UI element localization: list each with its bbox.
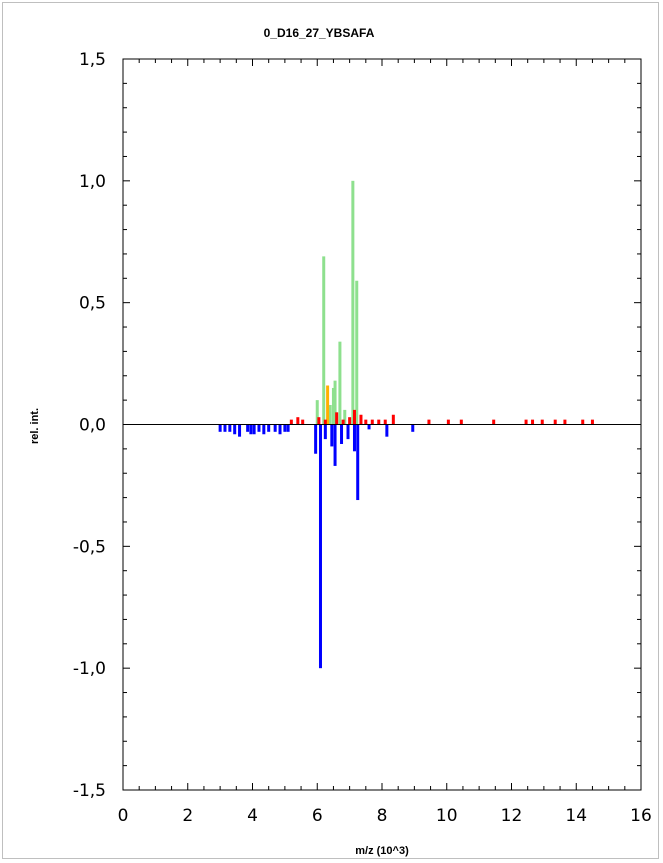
bar-red-1 bbox=[296, 417, 300, 425]
y-axis-label: rel. int. bbox=[29, 408, 41, 444]
bar-blue-17 bbox=[323, 424, 327, 440]
bar-red-5 bbox=[335, 412, 339, 425]
mass-spectrum-chart: 0_D16_27_YBSAFA rel. int. m/z (10^3) 0 2 4… bbox=[29, 26, 652, 857]
bar-blue-11 bbox=[273, 424, 277, 432]
bar-green-0 bbox=[315, 400, 319, 425]
bar-orange-0 bbox=[326, 385, 330, 425]
bar-blue-18 bbox=[330, 424, 334, 447]
bar-blue-20 bbox=[340, 424, 344, 444]
bar-blue-0 bbox=[218, 424, 222, 432]
bar-green-5 bbox=[338, 341, 342, 425]
bar-red-18 bbox=[492, 419, 496, 425]
bar-blue-8 bbox=[257, 424, 261, 432]
bar-red-10 bbox=[364, 419, 368, 425]
x-tick-label: 12 bbox=[501, 806, 523, 826]
bar-red-8 bbox=[352, 409, 356, 425]
bar-red-14 bbox=[391, 414, 395, 425]
x-axis-label: m/z (10^3) bbox=[355, 845, 409, 857]
bar-blue-16 bbox=[318, 424, 322, 669]
bar-red-25 bbox=[590, 419, 594, 425]
x-tick-label: 14 bbox=[565, 806, 587, 826]
bar-blue-14 bbox=[286, 424, 290, 432]
bar-blue-22 bbox=[352, 424, 356, 452]
bar-red-24 bbox=[581, 419, 585, 425]
bar-blue-5 bbox=[246, 424, 250, 432]
y-tick-label: 1,5 bbox=[79, 50, 106, 70]
bar-red-21 bbox=[540, 419, 544, 425]
bar-red-7 bbox=[348, 417, 352, 425]
bar-red-0 bbox=[289, 419, 293, 425]
y-tick-label: 0,0 bbox=[79, 416, 106, 436]
bar-red-9 bbox=[359, 414, 363, 425]
bar-blue-10 bbox=[267, 424, 271, 432]
bar-blue-13 bbox=[283, 424, 287, 432]
bar-green-8 bbox=[355, 280, 359, 425]
bar-green-2 bbox=[328, 405, 332, 425]
y-tick-label: 1,0 bbox=[79, 172, 106, 192]
bar-blue-15 bbox=[314, 424, 318, 454]
x-tick-label: 4 bbox=[247, 806, 258, 826]
bar-blue-12 bbox=[278, 424, 282, 435]
bar-blue-1 bbox=[223, 424, 227, 432]
bar-green-4 bbox=[333, 380, 337, 425]
bar-red-3 bbox=[317, 417, 321, 425]
x-tick-label: 10 bbox=[436, 806, 458, 826]
bar-blue-3 bbox=[233, 424, 237, 435]
bar-red-11 bbox=[370, 419, 374, 425]
bar-red-4 bbox=[323, 419, 327, 425]
x-tick-label: 6 bbox=[312, 806, 323, 826]
chart-title: 0_D16_27_YBSAFA bbox=[264, 26, 375, 40]
bar-red-2 bbox=[301, 419, 305, 425]
y-tick-label: -1,0 bbox=[73, 659, 106, 679]
bar-blue-4 bbox=[238, 424, 242, 437]
y-tick-label: 0,5 bbox=[79, 294, 106, 314]
bar-blue-7 bbox=[252, 424, 256, 435]
bar-red-12 bbox=[377, 419, 381, 425]
x-tick-label: 0 bbox=[118, 806, 129, 826]
bar-blue-19 bbox=[333, 424, 337, 466]
bar-red-23 bbox=[563, 419, 567, 425]
bar-red-16 bbox=[446, 419, 450, 425]
bar-green-7 bbox=[351, 180, 355, 425]
bar-marks bbox=[123, 180, 641, 669]
bar-green-1 bbox=[322, 256, 326, 425]
x-tick-label: 8 bbox=[377, 806, 388, 826]
bar-blue-6 bbox=[249, 424, 253, 435]
bar-blue-23 bbox=[356, 424, 360, 501]
y-tick-label: -1,5 bbox=[73, 781, 106, 801]
axis-ticks: 0 2 4 6 8 10 12 14 16 1,5 1,0 0,5 0,0 -0,5 -1,0 -1,5 bbox=[73, 50, 652, 826]
bar-red-6 bbox=[341, 419, 345, 425]
bar-blue-2 bbox=[228, 424, 232, 432]
bar-red-17 bbox=[459, 419, 463, 425]
bar-red-20 bbox=[531, 419, 535, 425]
bar-red-15 bbox=[427, 419, 431, 425]
bar-blue-24 bbox=[367, 424, 371, 430]
bar-blue-26 bbox=[411, 424, 415, 432]
bar-red-13 bbox=[383, 419, 387, 425]
bar-blue-21 bbox=[346, 424, 350, 440]
bar-red-19 bbox=[524, 419, 528, 425]
bar-green-3 bbox=[331, 387, 335, 425]
x-tick-label: 2 bbox=[182, 806, 193, 826]
bar-red-22 bbox=[553, 419, 557, 425]
x-tick-label: 16 bbox=[630, 806, 652, 826]
bar-blue-25 bbox=[385, 424, 389, 437]
bar-blue-9 bbox=[262, 424, 266, 435]
y-tick-label: -0,5 bbox=[73, 537, 106, 557]
bar-green-6 bbox=[343, 409, 347, 425]
